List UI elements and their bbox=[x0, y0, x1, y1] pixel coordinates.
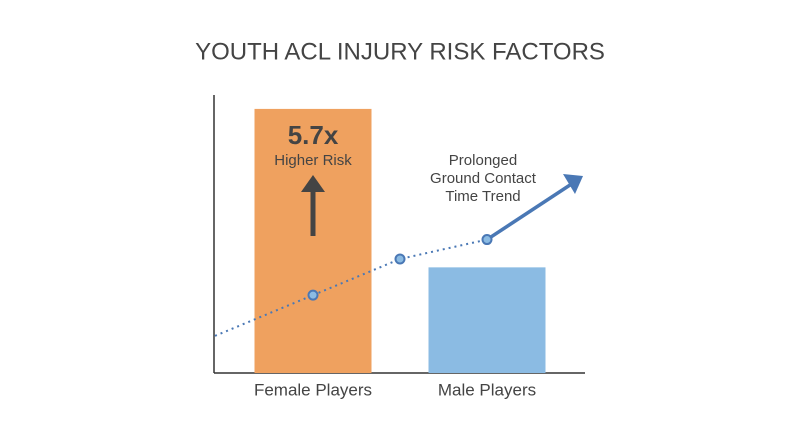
x-tick-label: Female Players bbox=[254, 380, 372, 399]
trend-point bbox=[481, 234, 493, 246]
bar bbox=[428, 267, 546, 373]
trend-label: Prolonged bbox=[449, 152, 517, 169]
trend-label: Ground Contact bbox=[430, 170, 537, 187]
trend-line bbox=[312, 238, 488, 297]
trend-point bbox=[307, 289, 319, 301]
annotation-value: 5.7x bbox=[288, 120, 339, 150]
trend-point bbox=[394, 253, 406, 265]
chart-title: YOUTH ACL INJURY RISK FACTORS bbox=[195, 38, 605, 65]
trend-label: Time Trend bbox=[445, 188, 520, 205]
up-arrow-head bbox=[301, 175, 325, 192]
annotation-text: Higher Risk bbox=[274, 152, 352, 169]
trend-arrow bbox=[486, 183, 571, 242]
trend-arrow-head bbox=[563, 174, 583, 194]
x-tick-label: Male Players bbox=[438, 380, 536, 399]
bar bbox=[254, 108, 372, 374]
